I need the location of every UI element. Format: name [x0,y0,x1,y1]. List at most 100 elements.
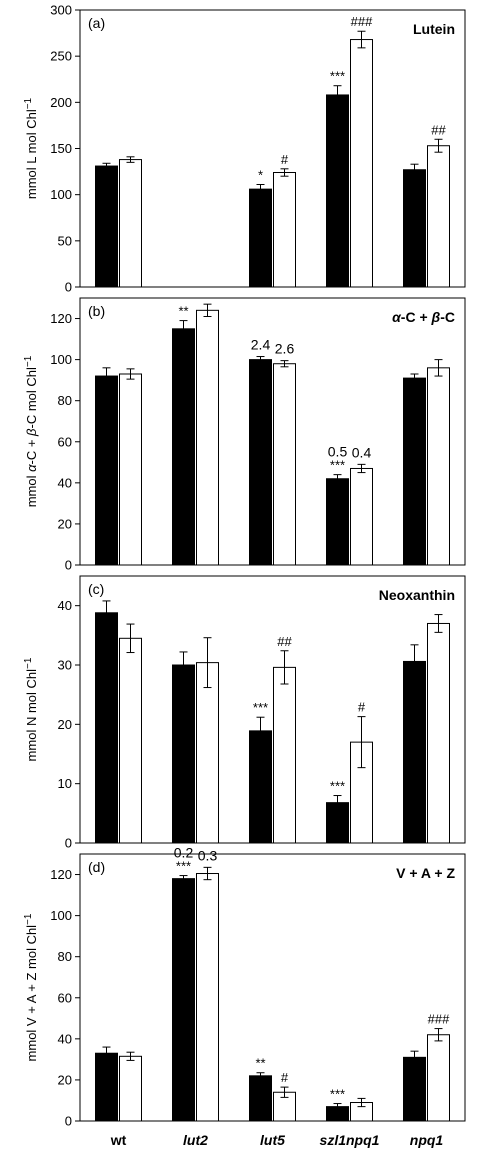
significance-marker: *** [330,1087,345,1102]
bar-lut2-open [196,662,219,844]
bar-lut5-filled [249,188,272,288]
y-axis-label: mmol α-C + β-C mol Chl−1 [23,355,39,507]
error-bar [256,1072,265,1080]
y-tick-label: 40 [58,475,72,490]
error-bar [333,795,342,811]
y-tick-label: 120 [50,867,72,882]
bar-lut2-open [196,309,219,566]
bar-lut5-filled [249,730,272,844]
y-tick-label: 0 [65,558,72,573]
bar-szl1npq1-open [350,467,373,566]
bar-npq1-filled [403,377,426,566]
error-bar [434,359,443,377]
y-tick-label: 80 [58,393,72,408]
bar-npq1-filled [403,1056,426,1122]
bar-lut5-filled [249,359,272,566]
bar-wt-open [119,1055,142,1122]
y-tick-label: 30 [58,658,72,673]
bar-wt-filled [95,165,118,288]
error-bar [179,651,188,679]
significance-marker: *** [253,700,268,715]
y-axis-label: mmol V + A + Z mol Chl−1 [23,913,39,1061]
y-tick-label: 200 [50,95,72,110]
error-bar [102,1046,111,1060]
y-tick-label: 100 [50,352,72,367]
panel-title: α-C + β-C [392,309,455,325]
y-axis-label: mmol N mol Chl−1 [23,657,39,761]
y-axis-label-part: -C + [24,436,39,465]
error-bar [126,623,135,654]
error-bar [434,614,443,633]
panel-label: (c) [88,581,104,597]
y-tick-label: 0 [65,280,72,295]
ratio-label: 0.2 [174,845,194,861]
significance-marker: # [281,1070,289,1085]
error-bar [179,875,188,883]
y-tick-label: 20 [58,717,72,732]
panel-title-part: β [431,309,441,325]
y-axis-label-part: α [24,464,39,472]
y-tick-label: 100 [50,908,72,923]
bar-npq1-filled [403,169,426,288]
bar-npq1-open [427,145,450,288]
panel-label: (d) [88,859,105,875]
panel-title: V + A + Z [396,865,455,881]
error-bar [434,1028,443,1042]
bar-wt-filled [95,1052,118,1122]
y-axis-label-text: mmol L mol Chl [24,109,39,199]
significance-marker: * [258,168,263,183]
bar-lut2-filled [172,878,195,1122]
error-bar [410,1050,419,1064]
panel-c: 0 10 20 30 40 *** ## *** # (c) Neoxanthin mmol N mo… [23,575,466,851]
bar-npq1-open [427,1034,450,1122]
y-tick-label: 120 [50,311,72,326]
y-tick-label: 300 [50,3,72,18]
y-axis-label-superscript: −1 [23,657,34,669]
y-tick-label: 20 [58,1072,72,1087]
bar-lut2-open [196,873,219,1122]
y-tick-label: 40 [58,598,72,613]
y-tick-label: 50 [58,233,72,248]
plot-frame [79,297,466,566]
error-bar [203,637,212,689]
error-bar [333,474,342,484]
error-bar [203,866,212,881]
y-axis-label-part: β [24,428,39,437]
bar-wt-filled [95,612,118,844]
category-label-lut5: lut5 [260,1132,285,1148]
error-bar [126,368,135,380]
significance-marker: # [281,152,289,167]
ratio-label: 0.3 [198,847,218,863]
bar-lut2-filled [172,328,195,566]
bar-lut5-open [273,172,296,288]
panel-title: Lutein [413,21,455,37]
error-bar [333,1103,342,1111]
significance-marker: ### [428,1012,450,1027]
bar-wt-filled [95,375,118,566]
plot-frame [79,575,466,844]
significance-marker: ## [431,122,446,137]
error-bar [256,184,265,195]
panel-title-part: -C + [401,309,432,325]
bar-lut2-filled [172,664,195,844]
ratio-label: 0.4 [352,444,372,460]
error-bar [280,650,289,685]
bar-szl1npq1-filled [326,478,349,566]
error-bar [256,356,265,364]
y-axis-label-part: mmol [24,472,39,507]
category-label-lut2: lut2 [183,1132,208,1148]
error-bar [126,156,135,163]
bar-szl1npq1-open [350,39,373,288]
y-tick-label: 60 [58,990,72,1005]
error-bar [410,644,419,679]
ratio-label: 0.5 [328,444,348,460]
ratio-label: 2.4 [251,337,271,353]
panel-label: (a) [88,15,105,31]
significance-marker: *** [330,69,345,84]
error-bar [280,1086,289,1098]
error-bar [126,1051,135,1061]
y-tick-label: 10 [58,776,72,791]
